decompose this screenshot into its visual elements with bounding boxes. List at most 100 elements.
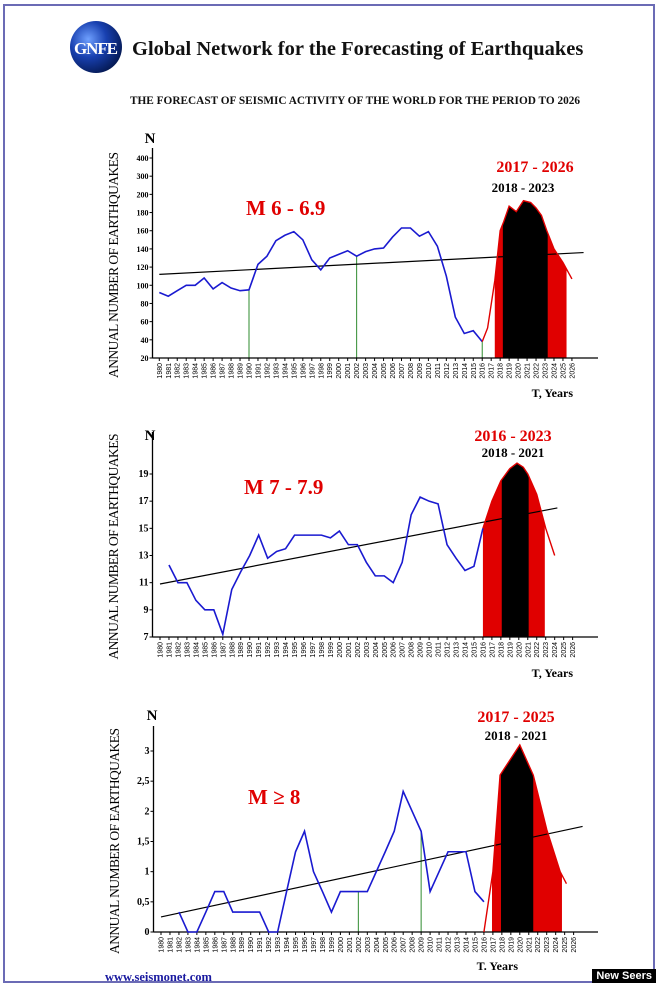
- x-tick-label: 1985: [203, 937, 210, 953]
- logo-globe-icon: [70, 21, 122, 73]
- x-tick-label: 2012: [445, 642, 452, 658]
- forecast-period-label: 2016 - 2023: [474, 428, 551, 445]
- x-axis-label: T. Years: [477, 959, 519, 973]
- x-tick-label: 2010: [428, 937, 435, 953]
- forecast-period-label: 2017 - 2026: [496, 159, 573, 176]
- x-tick-label: 2001: [345, 363, 352, 379]
- x-tick-label: 2026: [571, 937, 578, 953]
- x-tick-label: 2006: [391, 642, 398, 658]
- x-tick-label: 1990: [247, 363, 254, 379]
- website-link[interactable]: www.seismonet.com: [105, 970, 213, 984]
- x-tick-label: 1991: [255, 363, 262, 379]
- x-tick-label: 2004: [374, 937, 381, 953]
- x-tick-label: 2021: [526, 937, 533, 953]
- x-tick-label: 2020: [516, 363, 523, 379]
- watermark: New Seers: [592, 969, 656, 983]
- core-period-label: 2018 - 2023: [492, 180, 555, 195]
- x-tick-label: 1999: [328, 642, 335, 658]
- header-subtitle: THE FORECAST OF SEISMIC ACTIVITY OF THE …: [130, 95, 580, 107]
- y-tick-label: 40: [141, 336, 149, 345]
- x-tick-label: 2023: [543, 363, 550, 379]
- x-tick-label: 2026: [570, 642, 577, 658]
- y-tick-label: 400: [137, 154, 149, 163]
- y-tick-label: 2,5: [137, 776, 150, 787]
- x-tick-label: 1988: [229, 363, 236, 379]
- x-tick-label: 2014: [462, 642, 469, 658]
- x-tick-label: 2010: [426, 363, 433, 379]
- x-tick-label: 1992: [265, 642, 272, 658]
- y-axis-label: ANNUAL NUMBER OF EARTHQUAKES: [106, 152, 121, 378]
- x-axis-label: T, Years: [532, 666, 574, 680]
- x-tick-label: 2024: [553, 937, 560, 953]
- x-tick-label: 1991: [256, 642, 263, 658]
- core-period-area: [502, 200, 548, 358]
- x-tick-label: 2016: [480, 642, 487, 658]
- x-tick-label: 1996: [301, 642, 308, 658]
- forecast-series-line: [481, 199, 573, 342]
- x-tick-label: 2013: [455, 937, 462, 953]
- x-tick-label: 1984: [193, 363, 200, 379]
- x-tick-label: 2004: [372, 363, 379, 379]
- x-tick-label: 2015: [471, 363, 478, 379]
- chart-1: 20 40 60 80 100 120 140 160 180 200 300 400 1980 1981…: [106, 131, 598, 400]
- y-tick-label: 20: [141, 354, 149, 363]
- x-tick-label: 2018: [499, 937, 506, 953]
- y-tick-label: 17: [139, 496, 149, 507]
- y-tick-label: 300: [137, 172, 149, 181]
- trend-line: [159, 251, 584, 275]
- x-tick-label: 2000: [337, 642, 344, 658]
- x-tick-label: 1982: [175, 363, 182, 379]
- y-tick-label: 19: [139, 469, 149, 480]
- x-tick-label: 2021: [525, 642, 532, 658]
- x-tick-label: 1996: [302, 937, 309, 953]
- x-tick-label: 1980: [158, 642, 165, 658]
- x-tick-label: 1980: [157, 363, 164, 379]
- trend-line: [160, 825, 583, 918]
- y-tick-label: 1: [145, 867, 150, 878]
- x-tick-label: 1981: [166, 363, 173, 379]
- x-tick-label: 2001: [347, 937, 354, 953]
- y-tick-label: 15: [139, 523, 149, 534]
- x-tick-label: 1983: [185, 937, 192, 953]
- x-tick-label: 1983: [184, 642, 191, 658]
- x-tick-label: 2012: [446, 937, 453, 953]
- x-tick-label: 1987: [220, 363, 227, 379]
- x-tick-label: 2005: [383, 937, 390, 953]
- x-tick-label: 1995: [293, 937, 300, 953]
- x-tick-label: 2019: [507, 363, 514, 379]
- y-axis-label: ANNUAL NUMBER OF EARTHQUAKES: [106, 434, 121, 660]
- x-tick-label: 1984: [194, 937, 201, 953]
- forecast-series-line: [482, 462, 556, 556]
- x-tick-label: 2023: [544, 937, 551, 953]
- core-period-area: [501, 463, 529, 637]
- x-tick-label: 2016: [481, 937, 488, 953]
- x-tick-label: 2000: [336, 363, 343, 379]
- x-tick-label: 1988: [229, 642, 236, 658]
- logo: GNFE: [70, 21, 122, 73]
- x-tick-label: 2025: [562, 937, 569, 953]
- x-tick-label: 1981: [166, 642, 173, 658]
- x-tick-label: 2017: [490, 937, 497, 953]
- x-tick-label: 2005: [381, 363, 388, 379]
- y-tick-label: 100: [137, 281, 149, 290]
- x-tick-label: 2019: [507, 642, 514, 658]
- y-axis-label: ANNUAL NUMBER OF EARTHQUAKES: [107, 728, 122, 954]
- x-tick-label: 2014: [462, 363, 469, 379]
- x-tick-label: 2008: [410, 937, 417, 953]
- x-tick-label: 1982: [176, 937, 183, 953]
- logo-text: GNFE: [74, 39, 118, 58]
- x-tick-label: 2013: [454, 642, 461, 658]
- x-tick-label: 2007: [401, 937, 408, 953]
- y-tick-label: 13: [139, 551, 149, 562]
- x-tick-label: 2015: [472, 937, 479, 953]
- y-tick-label: 2: [145, 806, 150, 817]
- x-tick-label: 1999: [327, 363, 334, 379]
- x-tick-label: 2018: [498, 642, 505, 658]
- header-title: Global Network for the Forecasting of Ea…: [132, 38, 583, 60]
- page-frame: [3, 4, 655, 983]
- x-tick-label: 1997: [309, 363, 316, 379]
- x-tick-label: 2002: [356, 937, 363, 953]
- x-tick-label: 2009: [419, 937, 426, 953]
